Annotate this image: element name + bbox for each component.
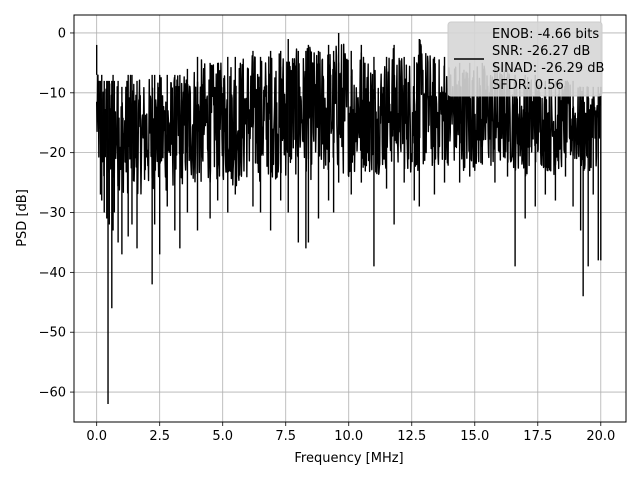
legend-box — [447, 21, 603, 97]
x-tick-label: 15.0 — [460, 429, 489, 444]
legend: ENOB: -4.66 bits SNR: -26.27 dB SINAD: -… — [447, 21, 604, 97]
psd-series — [95, 32, 602, 405]
legend-entry-sinad: SINAD: -26.29 dB — [492, 61, 604, 76]
x-tick-label: 7.5 — [275, 429, 296, 444]
y-tick-label: −40 — [39, 266, 66, 281]
plot-frame — [73, 14, 627, 423]
legend-entry-sfdr: SFDR: 0.56 — [492, 78, 564, 93]
y-tick-label: −50 — [39, 326, 66, 341]
x-tick-label: 2.5 — [149, 429, 170, 444]
x-axis-label: Frequency [MHz] — [294, 451, 403, 466]
x-tick-label: 12.5 — [397, 429, 426, 444]
x-tick-label: 10.0 — [334, 429, 363, 444]
x-tick-label: 20.0 — [586, 429, 615, 444]
legend-entry-enob: ENOB: -4.66 bits — [492, 27, 599, 42]
y-tick-label: −30 — [39, 206, 66, 221]
legend-entry-snr: SNR: -26.27 dB — [492, 44, 590, 59]
y-axis-label: PSD [dB] — [15, 189, 30, 247]
y-tick-label: −60 — [39, 386, 66, 401]
x-tick-label: 5.0 — [212, 429, 233, 444]
x-tick-label: 0.0 — [86, 429, 107, 444]
y-tick-label: −10 — [39, 86, 66, 101]
y-tick-label: 0 — [58, 26, 66, 41]
x-tick-label: 17.5 — [523, 429, 552, 444]
axis-ticks: 0.0 2.5 5.0 7.5 10.0 12.5 15.0 17.5 20.0 0 −10 −20 −… — [39, 26, 616, 444]
y-tick-label: −20 — [39, 146, 66, 161]
